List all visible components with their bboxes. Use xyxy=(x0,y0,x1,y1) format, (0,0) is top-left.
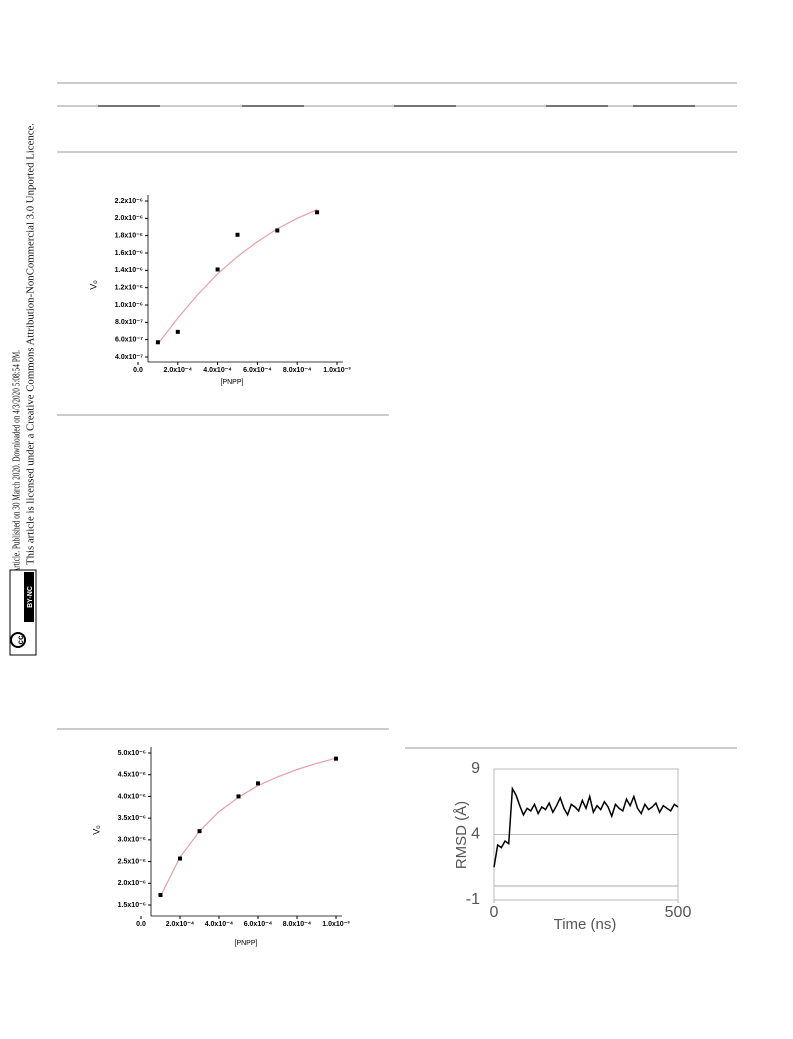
x-tick-label: 2.0x10⁻⁴ xyxy=(164,367,193,374)
y-tick-label: 4.0x10⁻⁶ xyxy=(118,793,146,800)
x-axis-label: Time (ns) xyxy=(554,916,617,933)
x-tick-label: 6.0x10⁻⁴ xyxy=(244,921,273,928)
x-tick-label: 4.0x10⁻⁴ xyxy=(205,921,234,928)
y-tick-label: 2.0x10⁻⁶ xyxy=(118,880,146,887)
y-tick-label: 9 xyxy=(471,760,480,777)
fit-curve xyxy=(159,757,337,897)
x-tick-label: 0 xyxy=(490,904,499,921)
y-axis-label: Vₒ xyxy=(88,280,98,290)
data-point xyxy=(178,856,182,861)
y-tick-label: 3.0x10⁻⁶ xyxy=(118,837,146,844)
x-tick-label: 0.0 xyxy=(136,921,146,928)
y-tick-label: 5.0x10⁻⁶ xyxy=(118,750,146,757)
x-tick-label: 6.0x10⁻⁴ xyxy=(243,367,272,374)
fit-curve xyxy=(157,209,318,345)
data-point xyxy=(236,794,241,799)
y-axis-label: RMSD (Å) xyxy=(453,801,470,869)
y-tick-label: 3.5x10⁻⁶ xyxy=(118,815,146,822)
data-point xyxy=(215,267,220,272)
data-point xyxy=(334,756,338,761)
data-point xyxy=(175,329,180,334)
badge-text: BY-NC xyxy=(27,586,34,608)
y-tick-label: 2.2x10⁻⁶ xyxy=(115,198,143,205)
x-tick-label: 8.0x10⁻⁴ xyxy=(283,921,312,928)
y-axis-label: Vₒ xyxy=(91,825,101,835)
y-tick-label: 4.5x10⁻⁶ xyxy=(118,772,146,779)
y-tick-label: 1.8x10⁻⁶ xyxy=(115,233,143,240)
data-point xyxy=(197,829,202,834)
x-tick-label: 1.0x10⁻³ xyxy=(323,367,351,374)
y-tick-label: 1.0x10⁻⁶ xyxy=(115,302,143,309)
y-tick-label: -1 xyxy=(466,891,480,908)
sidebar-line: This article is licensed under a Creativ… xyxy=(25,123,36,565)
y-tick-label: 4 xyxy=(471,826,480,843)
y-tick-label: 2.5x10⁻⁶ xyxy=(118,858,146,865)
data-point xyxy=(235,232,240,237)
data-point xyxy=(275,228,280,233)
badge-cc: cc xyxy=(16,635,25,644)
x-tick-label: 8.0x10⁻⁴ xyxy=(283,367,312,374)
data-point xyxy=(256,781,260,786)
rmsd-line xyxy=(493,786,679,868)
data-point xyxy=(315,210,320,215)
y-tick-label: 8.0x10⁻⁷ xyxy=(115,319,143,326)
y-tick-label: 1.5x10⁻⁶ xyxy=(118,902,146,909)
x-tick-label: 4.0x10⁻⁴ xyxy=(203,367,232,374)
y-tick-label: 1.2x10⁻⁶ xyxy=(115,285,143,292)
y-tick-label: 1.4x10⁻⁶ xyxy=(115,267,143,274)
license-badge: cc BY-NC xyxy=(9,569,37,656)
x-tick-label: 0.0 xyxy=(133,367,143,374)
sidebar-line: Open Access Article. Published on 30 Mar… xyxy=(11,350,22,612)
y-tick-label: 4.0x10⁻⁷ xyxy=(115,354,143,361)
x-axis-label: [PNPP] xyxy=(235,940,258,947)
x-tick-label: 2.0x10⁻⁴ xyxy=(166,921,195,928)
x-axis-label: [PNPP] xyxy=(221,379,244,386)
y-tick-label: 1.6x10⁻⁶ xyxy=(115,250,143,257)
y-tick-label: 6.0x10⁻⁷ xyxy=(115,337,143,344)
data-point xyxy=(155,340,160,345)
x-tick-label: 1.0x10⁻³ xyxy=(322,921,350,928)
data-point xyxy=(158,893,163,898)
y-tick-label: 2.0x10⁻⁶ xyxy=(115,215,143,222)
x-tick-label: 500 xyxy=(665,904,692,921)
